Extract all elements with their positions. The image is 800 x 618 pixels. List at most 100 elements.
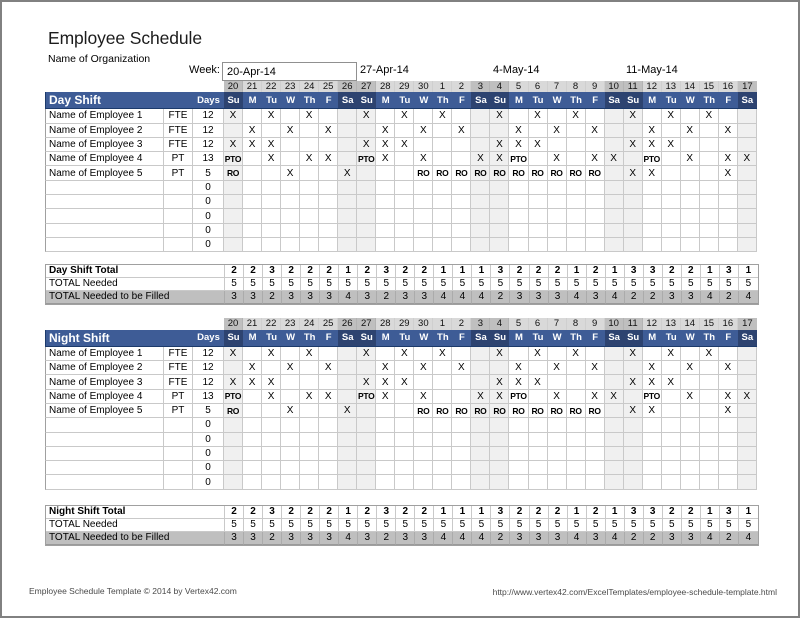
shift-mark-cell[interactable] [699,123,719,138]
shift-mark-cell[interactable] [300,461,320,476]
shift-mark-cell[interactable] [414,475,434,490]
shift-mark-cell[interactable] [604,361,624,376]
shift-mark-cell[interactable] [357,361,377,376]
shift-mark-cell[interactable]: X [547,389,567,404]
shift-mark-cell[interactable]: X [509,375,529,390]
shift-mark-cell[interactable] [243,209,263,224]
shift-mark-cell[interactable]: X [357,109,377,124]
employee-name-cell[interactable] [45,446,164,462]
shift-mark-cell[interactable] [281,418,301,433]
shift-mark-cell[interactable] [300,180,320,196]
shift-mark-cell[interactable] [414,137,434,153]
shift-mark-cell[interactable] [699,166,719,181]
shift-mark-cell[interactable] [528,418,548,433]
shift-mark-cell[interactable] [224,123,244,138]
shift-mark-cell[interactable] [718,418,738,433]
shift-mark-cell[interactable] [737,180,757,196]
shift-mark-cell[interactable] [623,195,643,210]
shift-mark-cell[interactable] [414,209,434,224]
shift-mark-cell[interactable]: RO [566,403,586,419]
shift-mark-cell[interactable] [452,432,472,447]
shift-mark-cell[interactable]: X [224,109,244,124]
shift-mark-cell[interactable] [642,223,662,238]
shift-mark-cell[interactable] [566,180,586,196]
shift-mark-cell[interactable]: X [490,346,510,362]
shift-mark-cell[interactable] [262,475,282,490]
shift-mark-cell[interactable]: RO [528,166,548,181]
shift-mark-cell[interactable] [376,475,396,490]
shift-mark-cell[interactable]: RO [224,166,244,181]
shift-mark-cell[interactable] [433,432,453,447]
shift-mark-cell[interactable] [585,346,605,362]
shift-mark-cell[interactable] [699,446,719,462]
shift-mark-cell[interactable] [680,109,700,124]
shift-mark-cell[interactable] [566,361,586,376]
shift-mark-cell[interactable] [395,180,415,196]
shift-mark-cell[interactable]: X [414,361,434,376]
shift-mark-cell[interactable] [338,109,358,124]
shift-mark-cell[interactable]: RO [452,166,472,181]
shift-mark-cell[interactable] [547,432,567,447]
shift-mark-cell[interactable] [452,475,472,490]
shift-mark-cell[interactable]: X [452,123,472,138]
shift-mark-cell[interactable] [395,418,415,433]
shift-mark-cell[interactable]: X [281,166,301,181]
shift-mark-cell[interactable] [319,237,339,253]
shift-mark-cell[interactable]: X [319,389,339,404]
shift-mark-cell[interactable]: X [490,375,510,390]
shift-mark-cell[interactable] [585,375,605,390]
employee-type-cell[interactable]: PT [164,389,193,404]
shift-mark-cell[interactable] [262,403,282,419]
shift-mark-cell[interactable] [376,166,396,181]
shift-mark-cell[interactable] [452,209,472,224]
shift-mark-cell[interactable] [338,152,358,167]
shift-mark-cell[interactable] [623,361,643,376]
shift-mark-cell[interactable] [680,195,700,210]
shift-mark-cell[interactable] [737,475,757,490]
shift-mark-cell[interactable] [300,446,320,462]
shift-mark-cell[interactable] [680,375,700,390]
shift-mark-cell[interactable] [566,432,586,447]
shift-mark-cell[interactable] [680,432,700,447]
shift-mark-cell[interactable] [243,432,263,447]
shift-mark-cell[interactable] [224,223,244,238]
shift-mark-cell[interactable] [509,180,529,196]
shift-mark-cell[interactable] [395,209,415,224]
shift-mark-cell[interactable] [604,475,624,490]
shift-mark-cell[interactable]: X [718,123,738,138]
employee-name-cell[interactable]: Name of Employee 2 [45,361,164,376]
shift-mark-cell[interactable] [718,237,738,253]
shift-mark-cell[interactable] [566,475,586,490]
shift-mark-cell[interactable] [585,418,605,433]
shift-mark-cell[interactable] [243,403,263,419]
shift-mark-cell[interactable] [642,237,662,253]
shift-mark-cell[interactable] [680,418,700,433]
shift-mark-cell[interactable] [547,446,567,462]
shift-mark-cell[interactable] [585,137,605,153]
shift-mark-cell[interactable] [528,195,548,210]
shift-mark-cell[interactable] [528,389,548,404]
employee-type-cell[interactable] [164,195,193,210]
shift-mark-cell[interactable]: X [623,375,643,390]
shift-mark-cell[interactable] [319,446,339,462]
shift-mark-cell[interactable] [300,475,320,490]
shift-mark-cell[interactable]: X [262,109,282,124]
shift-mark-cell[interactable] [357,446,377,462]
shift-mark-cell[interactable]: X [509,137,529,153]
shift-mark-cell[interactable] [433,152,453,167]
shift-mark-cell[interactable] [338,432,358,447]
shift-mark-cell[interactable] [243,475,263,490]
shift-mark-cell[interactable] [262,446,282,462]
employee-type-cell[interactable]: FTE [164,137,193,153]
shift-mark-cell[interactable] [661,237,681,253]
shift-mark-cell[interactable] [718,432,738,447]
shift-mark-cell[interactable] [224,446,244,462]
shift-mark-cell[interactable] [642,432,662,447]
shift-mark-cell[interactable] [262,223,282,238]
shift-mark-cell[interactable]: X [376,361,396,376]
shift-mark-cell[interactable]: X [281,123,301,138]
shift-mark-cell[interactable]: X [471,152,491,167]
shift-mark-cell[interactable] [414,375,434,390]
shift-mark-cell[interactable] [452,109,472,124]
shift-mark-cell[interactable] [281,237,301,253]
